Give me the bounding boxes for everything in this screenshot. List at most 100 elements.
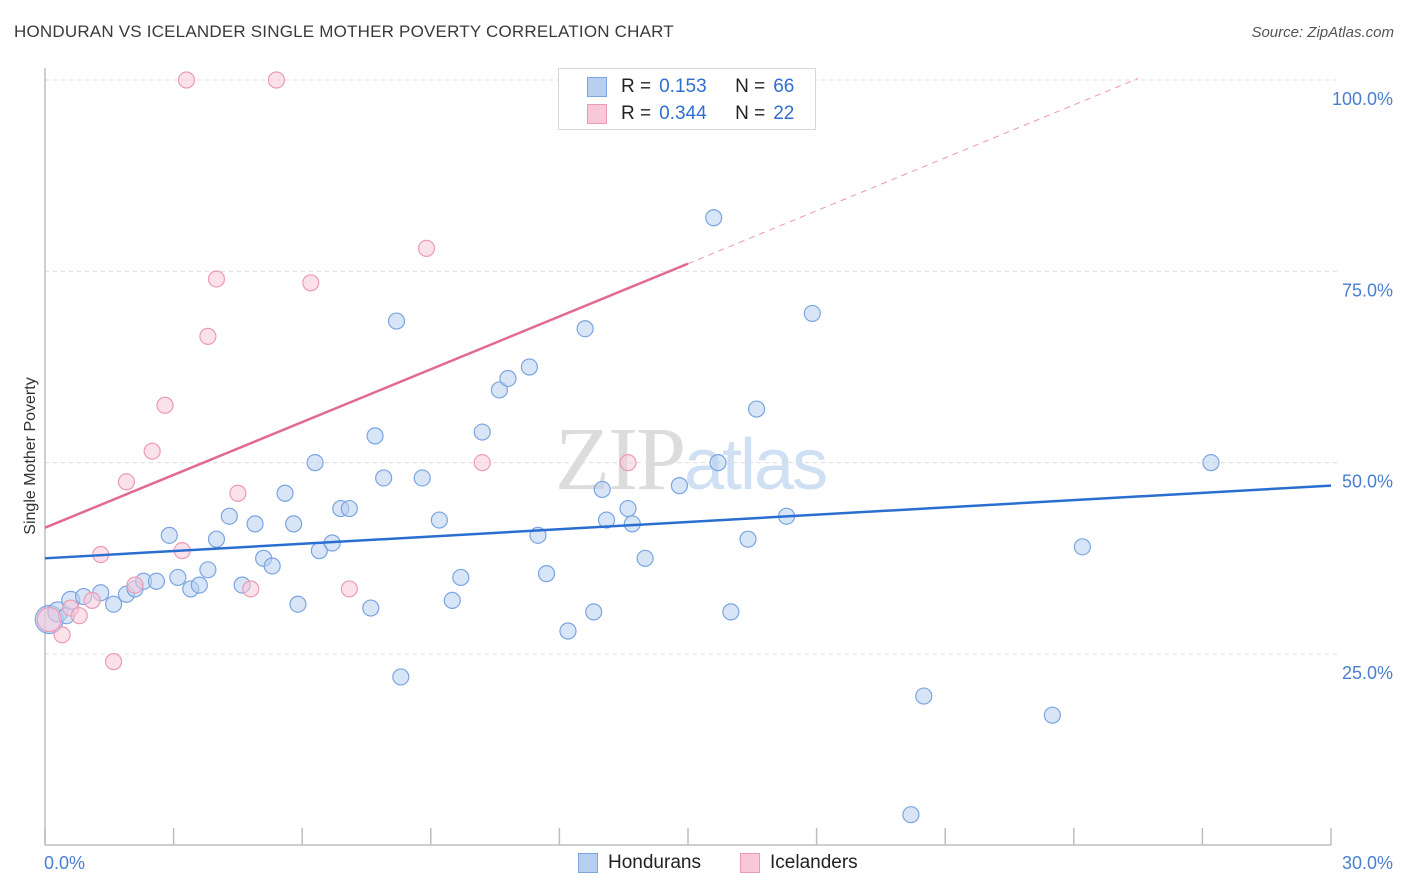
legend-n-value: 22 [773,103,795,124]
point-hondurans [207,530,226,548]
bottom-legend-swatch-icelanders [740,853,760,873]
point-hondurans [104,595,123,613]
point-icelanders [177,71,196,89]
point-hondurans [585,603,603,621]
point-hondurans [392,668,410,686]
point-icelanders [340,580,358,598]
legend-n-label: N = [735,103,766,124]
correlation-legend: R = 0.153 N = 66 R = 0.344 N = 22 [558,68,816,130]
bottom-legend-swatch-hondurans [578,853,598,873]
y-tick-label: 50.0% [1342,472,1393,492]
chart-title: HONDURAN VS ICELANDER SINGLE MOTHER POVE… [14,22,674,41]
point-hondurans [473,423,491,441]
legend-r-label: R = [621,103,652,124]
point-hondurans [1073,538,1091,556]
point-hondurans [366,427,384,445]
point-hondurans [340,499,358,518]
trendline-icelanders [44,262,689,529]
point-hondurans [443,591,461,610]
point-hondurans [220,507,238,525]
watermark: ZIPatlas [555,408,828,511]
point-hondurans [722,603,740,621]
point-hondurans [709,454,727,472]
point-icelanders [126,576,144,594]
point-icelanders [242,580,260,598]
point-hondurans [520,358,538,376]
point-icelanders [156,396,174,414]
point-icelanders [229,484,247,502]
x-tick-label: 0.0% [44,853,85,873]
trendline-hondurans [44,484,1332,560]
point-hondurans [387,312,406,330]
point-icelanders [267,71,286,89]
source-label: Source: ZipAtlas.com [1251,24,1394,41]
point-hondurans [246,515,264,533]
y-axis-label: Single Mother Poverty [22,377,39,534]
point-hondurans [430,511,448,529]
point-hondurans [803,304,821,323]
legend-row-hondurans: R = 0.153 N = 66 [587,75,794,99]
point-hondurans [289,595,307,613]
point-icelanders [53,626,71,644]
point-hondurans [490,381,508,399]
point-hondurans [670,477,689,495]
legend-r-value: 0.153 [659,76,707,97]
point-hondurans [169,568,187,587]
bottom-legend-hondurans: Hondurans [578,852,701,874]
point-hondurans [499,369,517,388]
point-hondurans [276,484,294,502]
legend-n-value: 66 [773,76,795,97]
point-hondurans [199,561,217,579]
point-hondurans [160,526,178,544]
y-tick-label: 25.0% [1342,663,1393,683]
point-hondurans [375,469,393,487]
point-hondurans [1202,454,1220,472]
point-hondurans [705,209,723,227]
trendline-icelanders-extension [687,78,1139,265]
point-hondurans [537,565,556,583]
point-hondurans [559,622,577,640]
point-icelanders [417,239,436,257]
point-icelanders [104,653,123,671]
point-hondurans [739,530,757,548]
watermark-atlas: atlas [684,425,828,505]
x-tick-label: 30.0% [1342,853,1393,873]
point-icelanders [117,473,136,491]
point-hondurans [636,549,654,567]
legend-row-icelanders: R = 0.344 N = 22 [587,102,794,126]
point-hondurans [263,557,281,575]
legend-swatch-hondurans [587,77,607,97]
legend-swatch-icelanders [587,104,607,124]
point-hondurans [306,454,324,472]
point-icelanders [473,454,491,472]
point-hondurans [285,515,303,533]
point-icelanders [70,607,88,625]
point-icelanders [143,442,161,460]
point-hondurans [452,568,470,587]
legend-r-value: 0.344 [659,103,707,124]
point-hondurans [147,572,166,590]
point-icelanders [619,454,637,472]
point-icelanders [302,274,320,292]
point-hondurans [413,469,431,487]
point-hondurans [915,687,933,705]
point-hondurans [1043,706,1061,724]
y-tick-label: 75.0% [1342,280,1393,300]
y-tick-label: 100.0% [1332,89,1393,109]
bottom-legend-label-icelanders: Icelanders [770,852,858,873]
point-hondurans [362,599,380,617]
point-icelanders [36,606,62,633]
point-hondurans [619,499,637,518]
point-hondurans [190,576,208,594]
point-icelanders [199,327,217,345]
legend-r-label: R = [621,76,652,97]
point-hondurans [902,806,920,824]
point-hondurans [576,320,594,338]
bottom-legend-icelanders: Icelanders [740,852,858,874]
point-hondurans [747,400,766,418]
legend-n-label: N = [735,76,766,97]
bottom-legend-label-hondurans: Hondurans [608,852,701,873]
point-hondurans [597,511,616,529]
point-icelanders [207,270,226,288]
point-hondurans [593,480,611,499]
